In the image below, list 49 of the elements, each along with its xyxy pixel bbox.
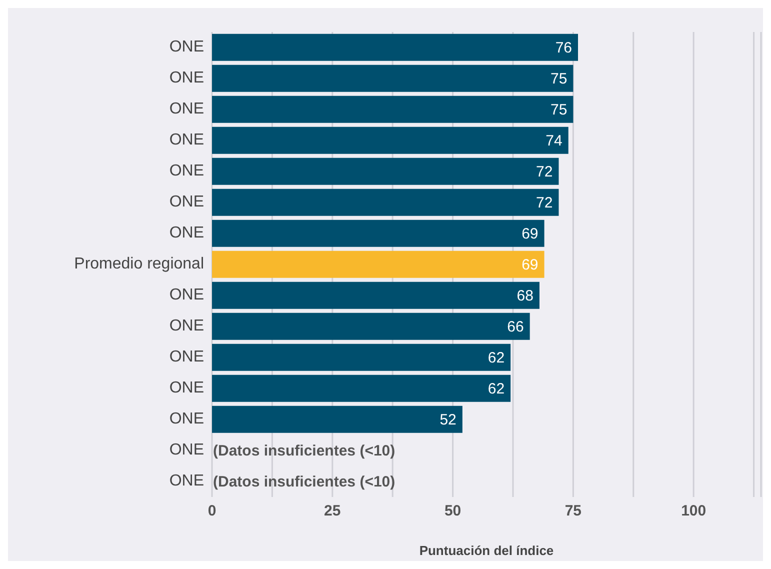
data-label: 74 [546,132,562,150]
x-tick-label: 25 [324,502,341,520]
x-tick-label: 0 [208,502,216,520]
text: (Datos insuficientes (<10) [213,442,396,460]
bar [212,250,544,278]
bar [212,34,578,61]
text: (Datos insuficientes (<10) [213,473,396,490]
y-tick-label: ONE [169,194,204,211]
x-tick-label: 50 [444,502,462,520]
data-label: 66 [507,318,524,336]
y-tick-label: ONE [169,318,204,335]
bar [212,282,540,309]
y-tick-label: ONE [169,286,204,304]
bar [212,312,530,340]
bar [212,344,511,371]
data-label: 62 [488,380,505,398]
y-tick-label: ONE [169,442,204,459]
y-tick-label: ONE [169,410,204,428]
bar [212,220,544,247]
y-tick-label: ONE [169,224,204,242]
data-label: 52 [440,411,456,428]
data-label: 69 [522,225,538,242]
x-tick-label: 75 [564,502,582,520]
data-label: 75 [550,101,568,118]
data-label: 68 [516,287,534,304]
y-tick-label: ONE [169,348,204,366]
y-tick-label: ONE [169,100,204,118]
y-tick-label: ONE [169,162,204,180]
data-label: 69 [522,256,538,274]
y-tick-label: ONE [169,132,204,149]
bar [212,158,559,185]
y-tick-label: ONE [169,70,204,87]
data-label: 72 [536,163,553,180]
bar [212,126,568,154]
bar [212,406,462,433]
y-tick-label: ONE [169,380,204,397]
y-tick-label: Promedio regional [74,256,204,273]
bar [212,188,559,216]
data-label: 76 [555,39,572,56]
bar [212,64,574,92]
bar [212,96,574,123]
y-tick-label: ONE [169,38,204,56]
bar [212,374,511,402]
x-tick-label: 100 [681,502,706,520]
x-axis-title: Puntuación del índice [419,543,554,558]
data-label: 62 [488,349,505,366]
data-label: 72 [536,194,553,212]
y-tick-label: ONE [169,472,204,490]
data-label: 75 [550,70,568,88]
